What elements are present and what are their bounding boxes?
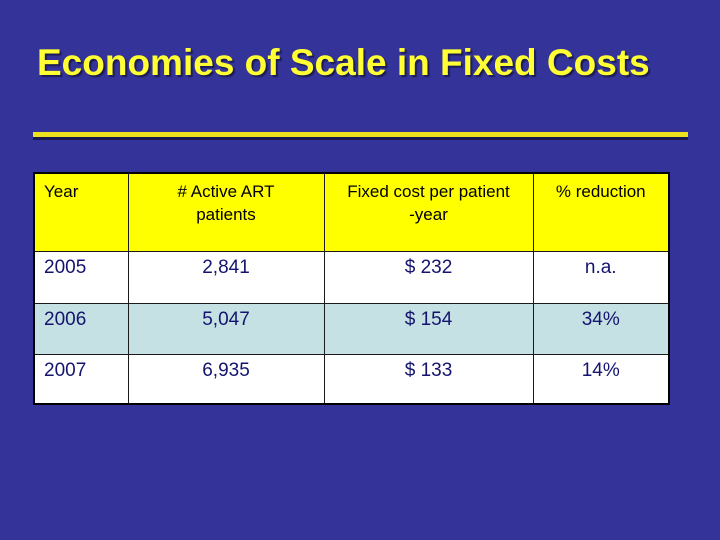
cell-year: 2007 xyxy=(33,353,129,405)
economies-of-scale-table: Year # Active ART patients Fixed cost pe… xyxy=(33,172,670,405)
table-header-row: Year # Active ART patients Fixed cost pe… xyxy=(33,172,670,252)
table-row: 2006 5,047 $ 154 34% xyxy=(33,302,670,355)
cell-fixed-cost: $ 154 xyxy=(323,302,534,355)
cell-reduction: n.a. xyxy=(532,250,670,304)
cell-year: 2006 xyxy=(33,302,129,355)
table-row: 2005 2,841 $ 232 n.a. xyxy=(33,250,670,304)
header-cell-fixed-cost-per-patient-year: Fixed cost per patient -year xyxy=(323,172,534,252)
cell-patients: 5,047 xyxy=(127,302,325,355)
header-cell-percent-reduction: % reduction xyxy=(532,172,670,252)
header-cell-year: Year xyxy=(33,172,129,252)
cell-fixed-cost: $ 133 xyxy=(323,353,534,405)
cell-fixed-cost: $ 232 xyxy=(323,250,534,304)
cell-patients: 6,935 xyxy=(127,353,325,405)
title-underline-rule xyxy=(33,132,688,137)
cell-patients: 2,841 xyxy=(127,250,325,304)
cell-reduction: 34% xyxy=(532,302,670,355)
header-cell-active-art-patients: # Active ART patients xyxy=(127,172,325,252)
slide-title: Economies of Scale in Fixed Costs xyxy=(37,42,650,83)
cell-reduction: 14% xyxy=(532,353,670,405)
table-row: 2007 6,935 $ 133 14% xyxy=(33,353,670,405)
cell-year: 2005 xyxy=(33,250,129,304)
